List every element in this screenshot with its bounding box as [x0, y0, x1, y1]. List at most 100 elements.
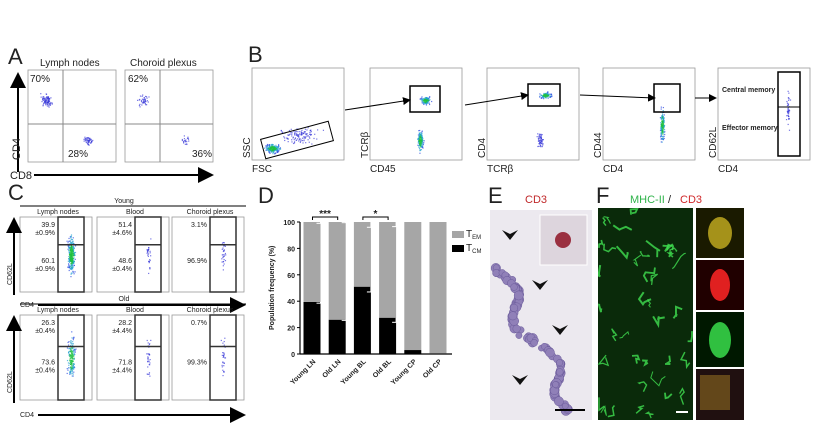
- c-value: 73.6: [41, 359, 55, 366]
- x-tick-label: Old BL: [372, 358, 394, 380]
- c-value: 3.1%: [191, 222, 207, 229]
- arrowhead-icon: [552, 325, 568, 335]
- a-xlabel: CD8: [10, 170, 32, 182]
- c-xlabel: CD4: [20, 302, 34, 309]
- y-tick-label: 0: [291, 352, 295, 359]
- gate-effector: Effector memory: [722, 125, 778, 132]
- c-value: ±0.9%: [35, 266, 55, 273]
- f-stain1: MHC-II: [630, 194, 665, 206]
- c-plot: [96, 314, 170, 401]
- c-value: ±4.4%: [112, 328, 132, 335]
- x-tick-label: Old CP: [422, 358, 444, 380]
- c-value: ±4.6%: [112, 230, 132, 237]
- b-plot-3: [486, 67, 580, 161]
- c-value: 96.9%: [187, 258, 207, 265]
- c-value: ±4.4%: [112, 367, 132, 374]
- a-ylabel: CD4: [11, 138, 23, 160]
- panel-label-c: C: [8, 180, 24, 205]
- a-ln-tl: 70%: [30, 74, 50, 85]
- bar-tem: [379, 222, 397, 318]
- bar-tcm: [404, 350, 422, 354]
- c-gate: [134, 314, 162, 401]
- c-col-title: Choroid plexus: [187, 209, 234, 216]
- arrow: [579, 93, 656, 102]
- c-gate: [209, 216, 237, 293]
- e-stain: CD3: [525, 194, 547, 206]
- bar-tem: [303, 222, 321, 302]
- c-value: ±0.4%: [35, 367, 55, 374]
- significance-label: *: [374, 209, 378, 220]
- x-tick-label: Young CP: [390, 358, 418, 386]
- x-tick-label: Old LN: [321, 358, 342, 379]
- arrowhead-icon: [512, 375, 528, 385]
- bar-tem: [328, 222, 346, 320]
- c-value: 99.3%: [187, 359, 207, 366]
- b-xlabel: CD4: [718, 164, 738, 175]
- c-value: ±0.4%: [35, 328, 55, 335]
- panel-label-b: B: [248, 42, 263, 67]
- c-value: 51.4: [118, 222, 132, 229]
- a-plot-ln: [27, 69, 117, 163]
- c-value: 26.3: [41, 320, 55, 327]
- b-xlabel: CD4: [603, 164, 623, 175]
- gate: [259, 120, 335, 160]
- b-ylabel: SSC: [242, 137, 253, 158]
- x-tick-label: Young LN: [289, 358, 317, 386]
- b-plot-5: [717, 67, 811, 161]
- c-value: 0.7%: [191, 320, 207, 327]
- significance-bracket: [312, 216, 339, 220]
- c-gate: [134, 216, 162, 293]
- c-gate: [57, 216, 85, 293]
- c-group-label: Young: [114, 198, 134, 205]
- panel-label-f: F: [596, 183, 609, 208]
- legend-swatch: [452, 231, 464, 238]
- c-gate: [57, 314, 85, 401]
- b-ylabel: CD62L: [708, 126, 719, 158]
- panel-label-d: D: [258, 183, 274, 208]
- c-plot: [171, 216, 245, 293]
- arrow: [344, 97, 411, 111]
- c-value: 28.2: [118, 320, 132, 327]
- y-tick-label: 100: [283, 220, 295, 227]
- c-value: 60.1: [41, 258, 55, 265]
- a-cp-br: 36%: [192, 149, 212, 160]
- c-col-title: Lymph nodes: [37, 307, 79, 314]
- y-tick-label: 40: [287, 299, 295, 306]
- b-plot-2: [369, 67, 463, 161]
- arrowhead-icon: [532, 280, 548, 290]
- f-sep: /: [668, 194, 672, 206]
- c-ylabel: CD62L: [7, 371, 14, 393]
- arrowhead-icon: [502, 230, 518, 240]
- b-xlabel: FSC: [252, 164, 272, 175]
- c-ylabel: CD62L: [7, 263, 14, 285]
- c-plot: [171, 314, 245, 401]
- bar-tcm: [353, 286, 371, 354]
- y-tick-label: 80: [287, 246, 295, 253]
- legend-swatch: [452, 245, 464, 252]
- c-value: 48.6: [118, 258, 132, 265]
- bar-tem: [404, 222, 422, 351]
- y-tick-label: 20: [287, 326, 295, 333]
- population-chart: 0 20 40 60 80 100 Population frequency (%) Youn…: [269, 209, 481, 387]
- a-title-ln: Lymph nodes: [40, 58, 100, 69]
- f-stain2: CD3: [680, 194, 702, 206]
- c-value: 39.9: [41, 222, 55, 229]
- legend-label: TCM: [466, 243, 481, 255]
- arrow: [464, 92, 529, 106]
- b-xlabel: TCRβ: [487, 164, 514, 175]
- bar-tcm: [328, 319, 346, 354]
- a-plot-cp: [124, 69, 214, 163]
- c-plot: [19, 314, 93, 401]
- c-col-title: Blood: [126, 307, 144, 314]
- bar-tcm: [379, 317, 397, 354]
- panel-label-a: A: [8, 44, 23, 69]
- c-value: ±0.9%: [35, 230, 55, 237]
- c-plot: [19, 216, 93, 293]
- c-value: 71.8: [118, 359, 132, 366]
- c-group-label: Old: [119, 296, 130, 303]
- legend-label: TEM: [466, 229, 481, 241]
- b-ylabel: TCRβ: [360, 131, 371, 158]
- b-ylabel: CD44: [593, 132, 604, 158]
- bar-tem: [429, 222, 447, 354]
